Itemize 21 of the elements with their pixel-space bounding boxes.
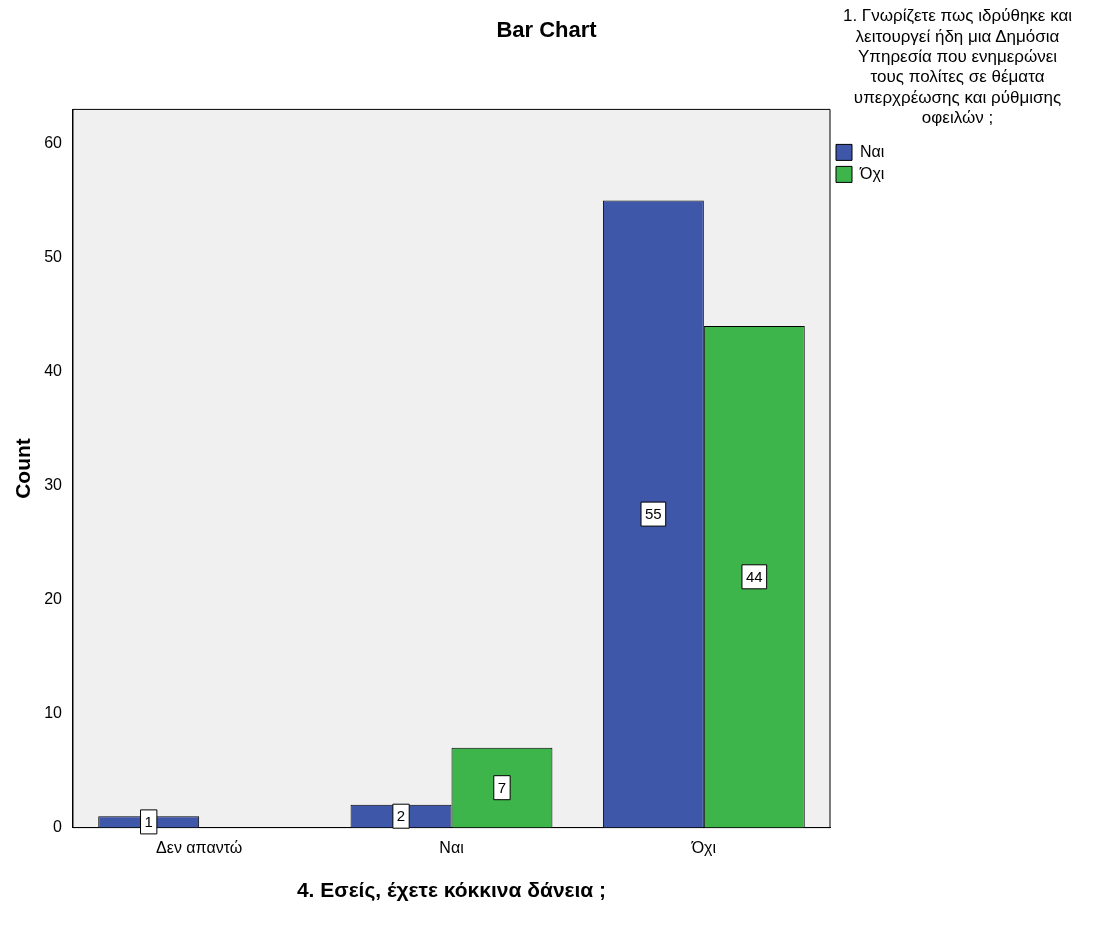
x-axis-title: 4. Εσείς, έχετε κόκκινα δάνεια ; xyxy=(296,878,607,903)
x-tick-label: Ναι xyxy=(439,838,465,856)
chart-title: Bar Chart xyxy=(496,17,598,43)
legend-title: 1. Γνωρίζετε πως ιδρύθηκε και λειτουργεί ήδη μια Δημόσια Υπηρεσία που ενημερώνει τους πολίτες σε θέματα υπερχρέωσης και ρύθμισης οφειλών ; xyxy=(842,6,1073,128)
y-tick-label: 60 xyxy=(44,134,63,152)
legend-label: Όχι xyxy=(859,164,885,182)
y-tick-label: 0 xyxy=(53,818,63,836)
x-tick-label: Δεν απαντώ xyxy=(156,838,243,856)
y-tick-label: 50 xyxy=(44,248,63,266)
data-label: 1 xyxy=(144,813,153,831)
y-tick-label: 30 xyxy=(44,476,63,494)
y-tick-label: 10 xyxy=(44,704,63,722)
data-label: 7 xyxy=(497,778,507,796)
data-label: 55 xyxy=(645,505,662,523)
legend-label: Ναι xyxy=(860,142,885,160)
data-label: 2 xyxy=(396,807,406,825)
y-axis-title: Count xyxy=(11,438,35,499)
x-tick-label: Όχι xyxy=(690,838,717,856)
data-label: 44 xyxy=(745,567,763,585)
y-tick-label: 40 xyxy=(44,362,63,380)
y-tick-label: 20 xyxy=(44,590,63,608)
